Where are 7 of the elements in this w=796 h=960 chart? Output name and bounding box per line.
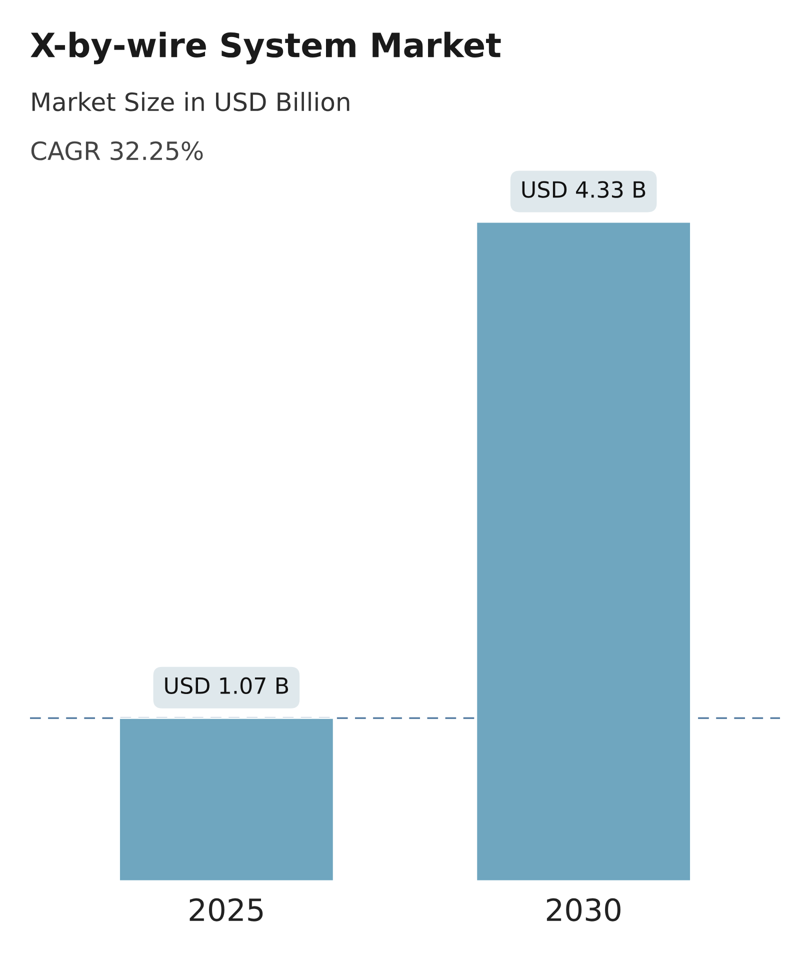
x-tick-label: 2025 [190, 898, 263, 922]
data-label: USD 1.07 B [165, 677, 288, 694]
chart-title: X-by-wire System Market [30, 32, 501, 64]
chart-subtitle: Market Size in USD Billion [32, 92, 350, 112]
x-tick-label: 2030 [546, 898, 620, 922]
text: CAGR 32.25% [31, 141, 203, 160]
data-label: USD 4.33 B [522, 181, 646, 198]
